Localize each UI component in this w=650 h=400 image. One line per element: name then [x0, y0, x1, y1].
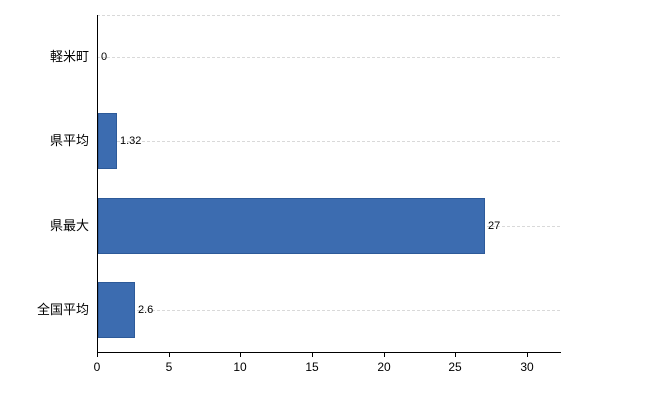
x-tick-label: 20: [377, 360, 391, 374]
x-tick-label: 10: [233, 360, 247, 374]
category-gridline: [97, 310, 560, 311]
value-label: 27: [488, 220, 501, 232]
x-tick-label: 30: [520, 360, 534, 374]
value-label: 2.6: [138, 304, 154, 316]
x-tick-label: 25: [448, 360, 462, 374]
x-axis-tick: [240, 353, 241, 357]
y-axis-line: [97, 15, 98, 352]
x-tick-label: 0: [93, 360, 101, 374]
x-tick-label: 5: [165, 360, 173, 374]
x-axis-tick: [455, 353, 456, 357]
category-label: 全国平均: [36, 302, 89, 317]
x-axis-line: [97, 352, 561, 353]
x-axis-tick: [97, 353, 98, 357]
x-axis-tick: [384, 353, 385, 357]
x-axis-tick: [312, 353, 313, 357]
bar: [98, 113, 117, 169]
value-label: 0: [101, 51, 108, 63]
category-label: 県最大: [49, 218, 89, 233]
value-label: 1.32: [120, 135, 142, 147]
category-label: 軽米町: [49, 49, 89, 64]
x-axis-tick: [527, 353, 528, 357]
bar: [98, 198, 485, 254]
x-tick-label: 15: [305, 360, 319, 374]
category-gridline: [97, 57, 560, 58]
category-gridline: [97, 141, 560, 142]
bar: [98, 282, 135, 338]
plot-top-gridline: [97, 15, 560, 16]
category-label: 県平均: [49, 133, 89, 148]
x-axis-tick: [169, 353, 170, 357]
